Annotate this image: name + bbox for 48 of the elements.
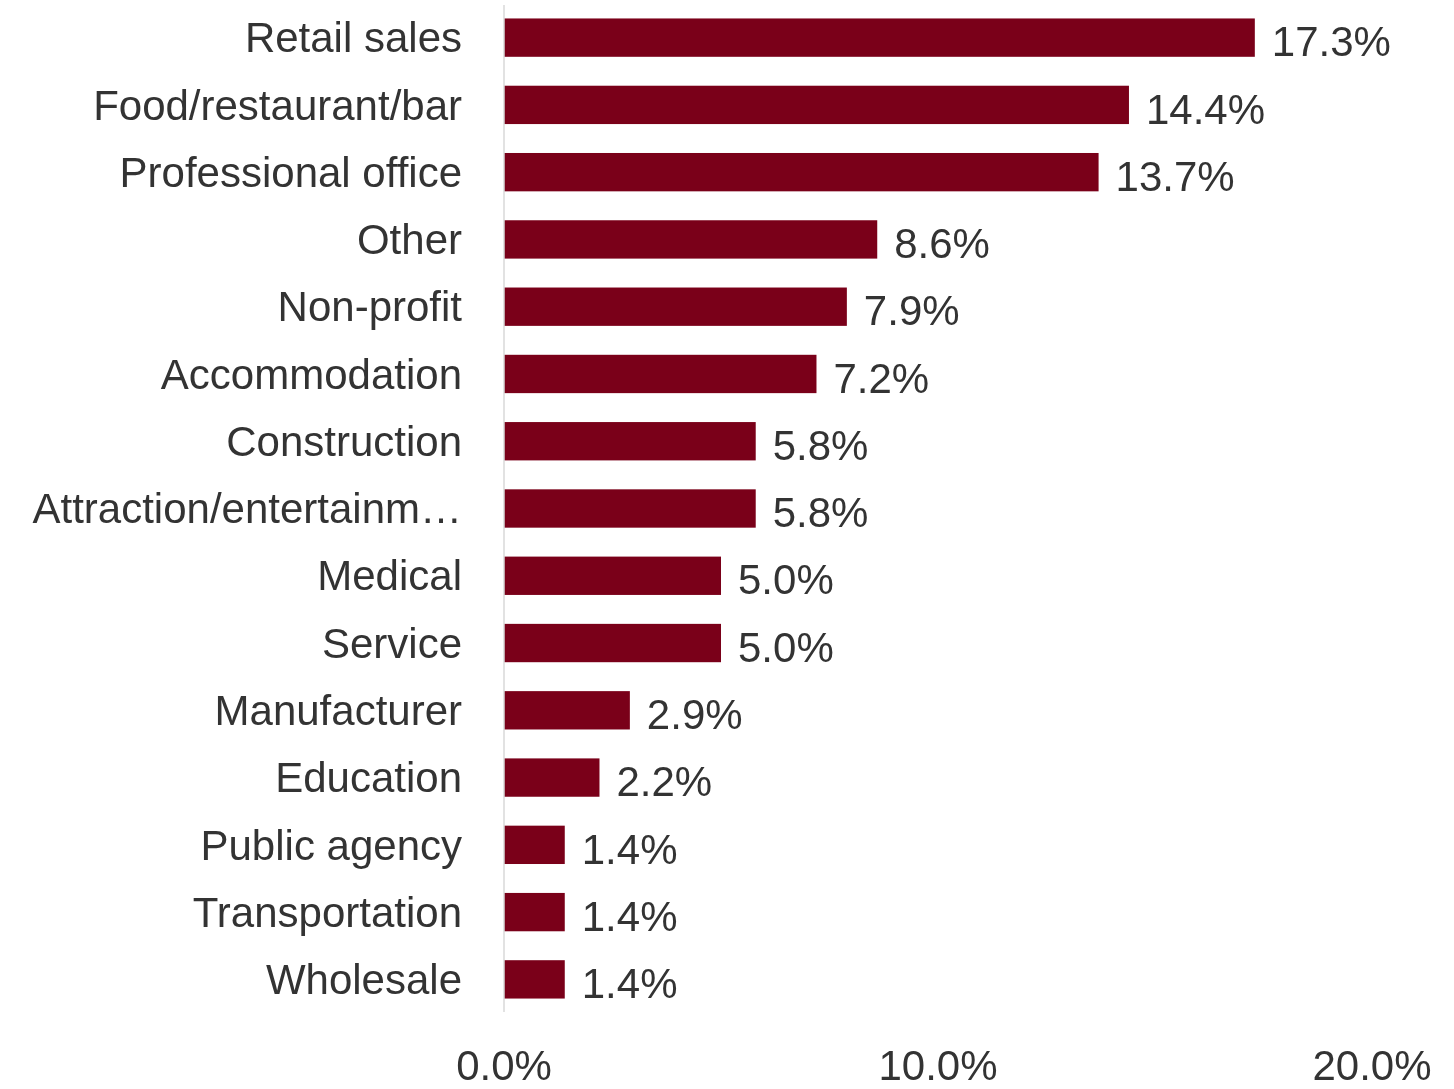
bar (504, 354, 817, 394)
y-tick-label: Education (275, 754, 462, 802)
data-label: 5.8% (772, 489, 869, 537)
y-tick-label: Transportation (192, 888, 462, 936)
data-label: 1.4% (581, 892, 678, 940)
bar (504, 18, 1255, 57)
y-tick-label: Medical (317, 552, 462, 600)
y-tick-label: Retail sales (244, 14, 462, 62)
y-tick-label: Professional office (119, 148, 462, 196)
bar (504, 623, 721, 663)
bar (504, 691, 630, 730)
data-label: 7.2% (833, 354, 930, 402)
y-tick-label: Public agency (200, 821, 462, 869)
data-label: 2.2% (616, 758, 713, 806)
bar (504, 758, 600, 797)
bar (504, 422, 756, 461)
data-label: 1.4% (581, 825, 678, 873)
data-label: 7.9% (863, 287, 960, 335)
y-tick-label: Construction (226, 417, 462, 465)
y-tick-label: Attraction/entertainm… (32, 485, 462, 533)
y-tick-label: Service (321, 619, 462, 667)
bar (504, 152, 1099, 192)
bar (504, 825, 565, 865)
bar (504, 892, 565, 932)
bar (504, 85, 1129, 125)
bar (504, 556, 721, 595)
bar (504, 960, 565, 999)
y-tick-label: Non-profit (277, 283, 463, 331)
y-tick-label: Manufacturer (214, 687, 463, 734)
x-tick-label: 0.0% (456, 1042, 552, 1089)
x-tick-label: 10.0% (878, 1042, 998, 1089)
data-label: 1.4% (581, 960, 678, 1008)
data-label: 5.0% (738, 623, 834, 671)
data-label: 14.4% (1145, 85, 1266, 133)
y-tick-label: Food/restaurant/bar (93, 81, 463, 129)
y-tick-label: Other (356, 216, 463, 264)
data-label: 5.0% (738, 556, 834, 604)
data-label: 13.7% (1115, 152, 1235, 200)
data-label: 17.3% (1271, 18, 1391, 66)
bar (504, 287, 847, 326)
y-tick-label: Wholesale (265, 956, 462, 1004)
data-label: 8.6% (894, 220, 990, 268)
bar (504, 220, 878, 259)
bar (504, 489, 756, 528)
y-tick-label: Accommodation (160, 350, 462, 398)
data-label: 2.9% (646, 691, 743, 738)
data-label: 5.8% (772, 421, 869, 469)
x-tick-label: 20.0% (1312, 1042, 1432, 1089)
